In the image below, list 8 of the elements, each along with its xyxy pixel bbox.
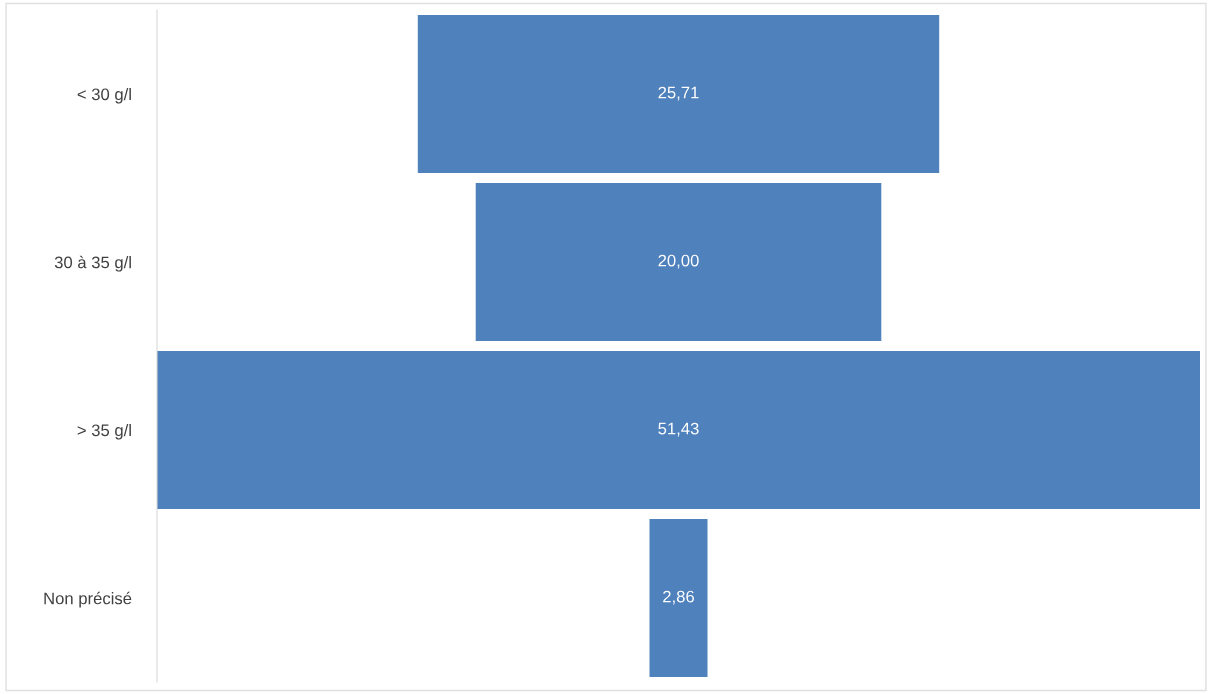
category-label: 30 à 35 g/l xyxy=(54,255,131,272)
category-label: > 35 g/l xyxy=(77,423,131,440)
data-label: 25,71 xyxy=(658,86,699,101)
category-label: < 30 g/l xyxy=(77,87,131,104)
data-label: 51,43 xyxy=(658,422,699,437)
data-label: 20,00 xyxy=(658,254,699,269)
data-label: 2,86 xyxy=(663,590,694,605)
category-label: Non précisé xyxy=(44,591,132,608)
